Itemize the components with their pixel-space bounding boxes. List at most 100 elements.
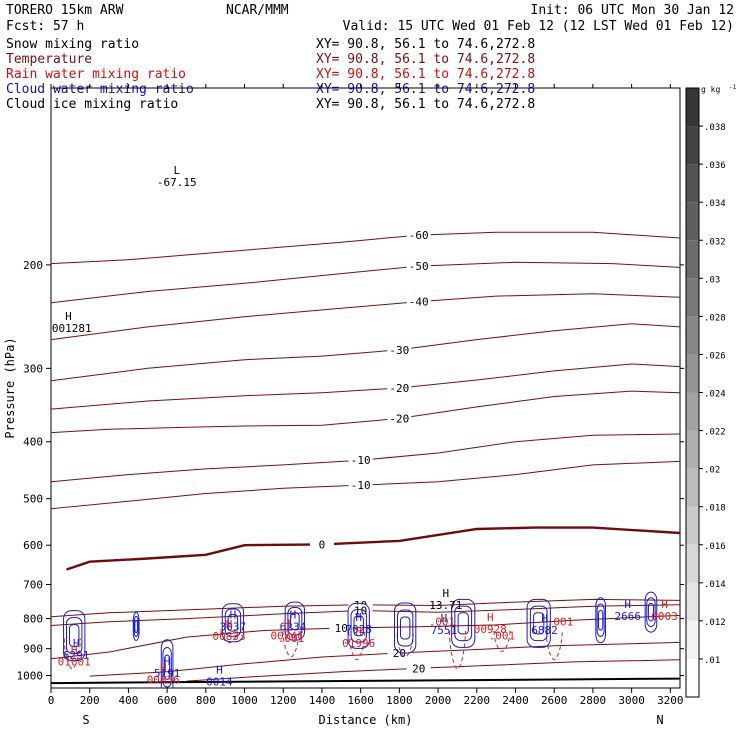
colorbar-swatch [686,468,699,507]
extremum-marker: H [541,612,548,625]
extremum-marker: H [65,310,72,323]
plot-contents: -60-50-40-30-20-20-10-1001010102020L-67.… [45,164,680,688]
colorbar-tick-label: .01 [704,656,720,666]
extremum-value: 13.71 [429,599,462,612]
isotherm-label-bg [406,295,431,307]
field-xy-range: XY= 90.8, 56.1 to 74.6,272.8 [316,82,535,97]
south-label: S [82,713,89,727]
contour-label: .001 [278,632,305,645]
colorbar-swatch [686,620,699,659]
isotherm [186,659,680,682]
cloud-water-contour [290,612,300,631]
cloud-water-contour [287,606,303,636]
field-xy-range: XY= 90.8, 56.1 to 74.6,272.8 [316,67,535,82]
isotherm [51,261,680,304]
isotherm-label-bg [329,622,354,634]
cloud-water-contour [647,602,655,622]
extremum-value: 3037 [220,621,247,634]
cloud-water-contour [526,598,551,648]
colorbar-swatch [686,354,699,393]
colorbar-tick-label: .038 [704,123,726,133]
extremum-marker: H [164,655,171,668]
cloud-water-contour [399,616,411,640]
center-label: NCAR/MMM [226,3,289,18]
cloud-water-contour [454,605,473,642]
extremum-value: 6882 [531,624,558,637]
x-tick-label: 3000 [618,694,645,707]
isotherm [51,390,680,434]
cloud-water-contour [350,609,367,643]
colorbar-tick-label: .02 [704,466,720,476]
extremum-marker: H [71,644,78,657]
terrain-line [51,677,680,685]
x-tick-label: 2800 [580,694,607,707]
y-tick-label: 300 [23,362,43,375]
colorbar-swatch [686,240,699,279]
extremum-value: 2666 [614,610,641,623]
isotherm-label: 0 [319,538,326,551]
extremum-marker: H [226,618,233,631]
isotherm [51,363,680,410]
x-tick-label: 1800 [386,694,413,707]
extremum-value: .001281 [45,322,91,335]
isotherm-label: -10 [351,479,371,492]
colorbar-swatch [686,506,699,545]
extremum-value: 00833 [212,630,245,643]
colorbar-swatch [686,278,699,317]
x-tick-label: 1400 [309,694,336,707]
cloud-water-contour [66,617,83,655]
isotherm-label: -40 [409,296,429,309]
cloud-water-contour [133,615,139,638]
init-time: Init: 06 UTC Mon 30 Jan 12 [531,3,735,18]
contour-label: .001 [489,629,516,642]
colorbar-swatch [686,658,699,697]
extremum-value: 01001 [58,656,91,669]
colorbar-tick-label: .022 [704,428,726,438]
x-tick-label: 2000 [425,694,452,707]
cloud-water-contour [132,611,140,641]
x-tick-label: 400 [118,694,138,707]
cloud-water-contour [221,603,245,643]
y-tick-label: 700 [23,579,43,592]
y-tick-label: 400 [23,436,43,449]
colorbar-swatch [686,202,699,241]
extremum-value: 6291 [63,649,90,662]
cloud-water-contour [397,609,414,647]
cloud-water-contour [451,598,476,648]
colorbar: .01 .012 .014 .016 .018 .02 .022 .024 .026 .028 .0… [685,84,737,698]
isotherm-label-bg [406,662,431,674]
rain-contour [545,631,563,661]
x-tick-label: 2600 [541,694,568,707]
y-tick-label: 500 [23,493,43,506]
isotherm [51,323,680,382]
cloud-water-contour [227,613,239,632]
y-tick-label: 600 [23,539,43,552]
colorbar-tick-label: .028 [704,313,726,323]
isotherm-label: -10 [351,454,371,467]
model-title: TORERO 15km ARW [6,3,124,18]
extremum-marker: H [355,625,362,638]
plot-area: 0 200 400 600 800 1000 1200 1400 1600 1800 2000 220… [3,84,684,727]
field-xy-range: XY= 90.8, 56.1 to 74.6,272.8 [316,52,535,67]
cloud-water-contour [160,639,174,688]
isotherm-label: 10 [354,605,367,618]
cloud-water-contour [63,610,86,662]
colorbar-unit-exponent: -1 [729,84,737,91]
extremum-value: 00836 [147,674,180,687]
cloud-water-contour [646,597,656,628]
isotherm-label-bg [387,381,412,393]
forecast-hour: Fcst: 57 h [6,19,84,34]
y-tick-label: 200 [23,259,43,272]
isotherm-label-bg [309,538,334,550]
colorbar-tick-label: .016 [704,542,726,552]
rain-contour [348,631,366,661]
colorbar-tick-label: .036 [704,161,726,171]
x-tick-label: 0 [48,694,55,707]
y-tick-label: 800 [23,613,43,626]
cloud-water-contour [595,597,606,644]
isotherm-label-bg [348,479,373,491]
isotherm-label: -60 [409,229,429,242]
x-tick-label: 3200 [657,694,684,707]
rain-contour [493,631,511,652]
extremum-marker: H [160,662,167,675]
